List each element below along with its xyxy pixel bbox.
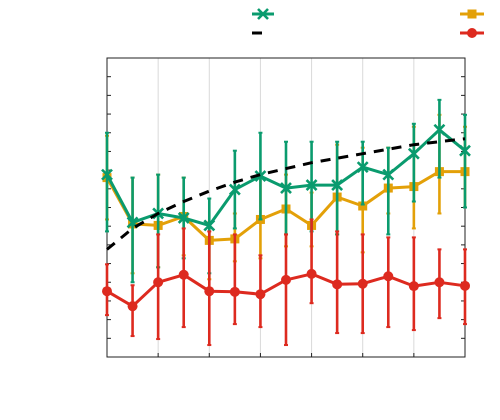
x-marker-stroke (331, 179, 344, 191)
x-marker-stroke (228, 183, 241, 196)
x-marker (407, 147, 420, 160)
circle-marker (178, 269, 189, 280)
circle-marker (460, 280, 470, 291)
x-marker (257, 8, 269, 20)
x-marker-stroke (382, 168, 395, 181)
x-marker-stroke (257, 8, 269, 20)
x-marker (459, 144, 471, 157)
circle-marker (229, 286, 240, 297)
x-marker-stroke (356, 161, 369, 174)
x-marker-stroke (177, 212, 190, 224)
series-layer (101, 98, 471, 347)
legend-entry (460, 9, 484, 19)
x-marker-stroke (459, 144, 471, 157)
circle-marker (127, 301, 138, 312)
circle-marker (255, 289, 266, 300)
circle-marker (357, 278, 368, 289)
x-marker-stroke (126, 216, 139, 229)
series-1 (106, 137, 466, 251)
circle-marker (408, 281, 419, 292)
x-marker (203, 219, 216, 232)
circle-marker (102, 286, 112, 297)
x-marker (305, 179, 318, 191)
series-3 (102, 218, 470, 347)
circle-marker (281, 274, 291, 285)
x-marker (101, 168, 113, 181)
x-marker-stroke (433, 123, 446, 136)
circle-marker (467, 28, 477, 38)
square-marker (358, 201, 368, 211)
x-marker-stroke (305, 179, 318, 191)
series-0 (101, 98, 471, 284)
circle-marker (434, 277, 445, 288)
x-marker-stroke (203, 219, 216, 232)
x-marker-stroke (407, 147, 420, 160)
x-marker (433, 123, 446, 136)
circle-marker (204, 286, 215, 297)
legend (252, 8, 484, 38)
legend-entry (460, 28, 484, 38)
series-line (106, 137, 466, 251)
x-marker (382, 168, 395, 181)
circle-marker (153, 277, 164, 288)
legend-entry (252, 8, 274, 20)
circle-marker (332, 279, 343, 290)
circle-marker (306, 268, 317, 279)
square-marker (467, 9, 477, 19)
x-marker (331, 179, 344, 191)
x-marker-stroke (280, 182, 292, 194)
x-marker-stroke (101, 168, 113, 181)
circle-marker (383, 271, 394, 282)
x-marker (280, 182, 292, 194)
x-marker (228, 183, 241, 196)
x-marker (356, 161, 369, 174)
x-marker (177, 212, 190, 224)
